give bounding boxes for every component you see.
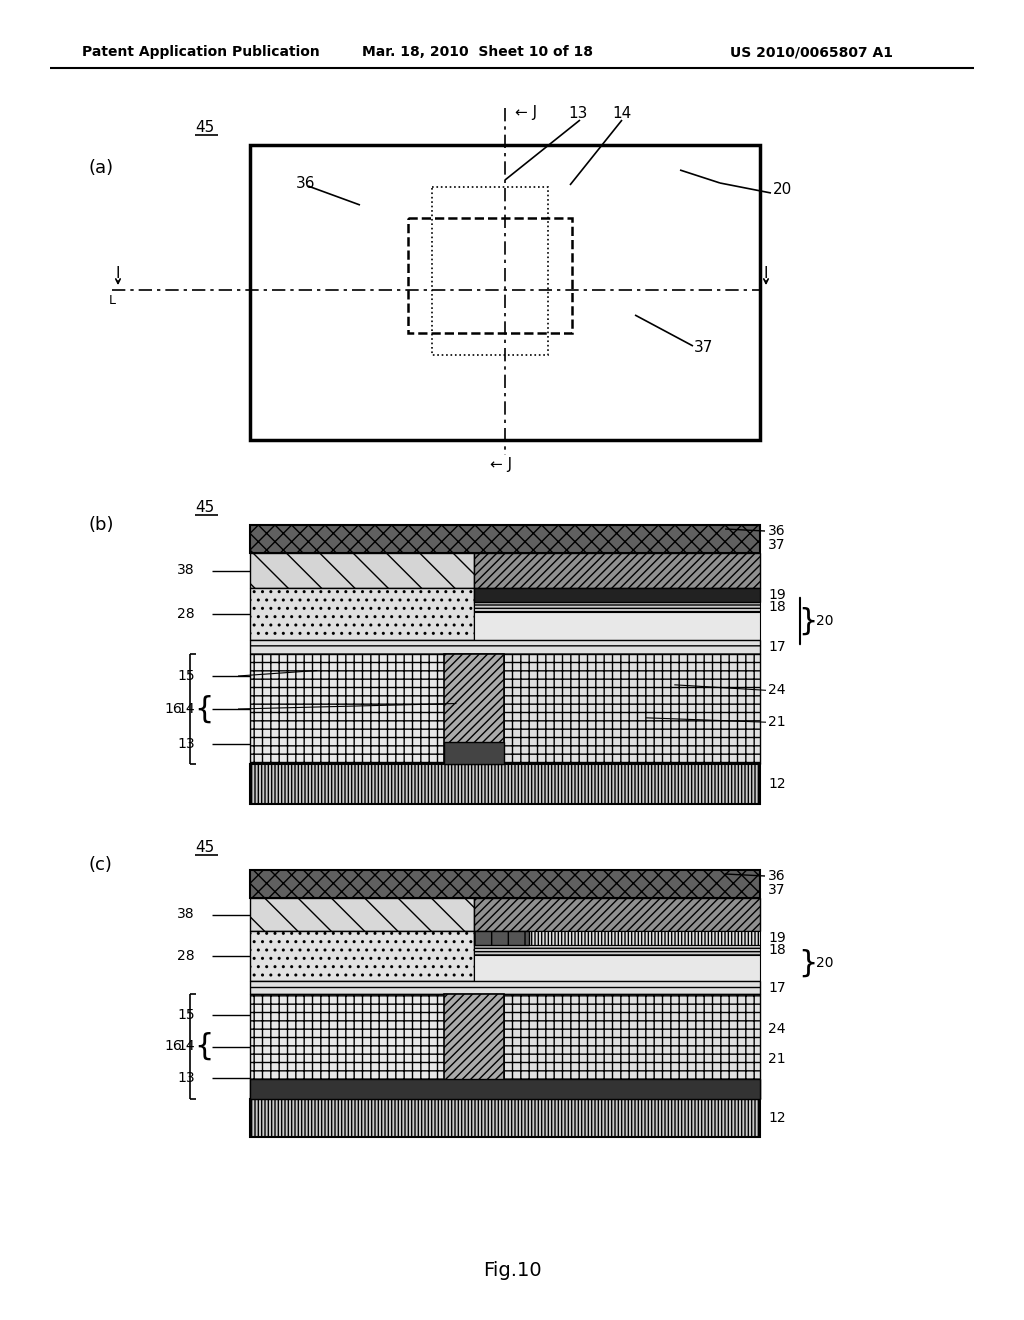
Text: 38: 38 bbox=[177, 908, 195, 921]
Text: 15: 15 bbox=[177, 1008, 195, 1022]
Text: 18: 18 bbox=[768, 942, 785, 957]
Bar bbox=[250, 1078, 760, 1100]
Text: 15: 15 bbox=[177, 669, 195, 682]
Text: 28: 28 bbox=[177, 607, 195, 620]
Text: 17: 17 bbox=[768, 640, 785, 653]
Text: 24: 24 bbox=[768, 1022, 785, 1036]
Text: 45: 45 bbox=[195, 841, 214, 855]
Bar bbox=[474, 612, 760, 640]
Bar bbox=[474, 602, 760, 612]
Bar bbox=[250, 587, 474, 640]
Bar bbox=[250, 994, 474, 1100]
Text: 36: 36 bbox=[768, 869, 785, 883]
Text: 19: 19 bbox=[768, 931, 785, 945]
Bar bbox=[444, 742, 505, 764]
Bar bbox=[474, 931, 529, 945]
Text: {: { bbox=[194, 694, 213, 723]
Text: 38: 38 bbox=[177, 564, 195, 578]
Text: }: } bbox=[798, 606, 817, 635]
Text: 20: 20 bbox=[773, 182, 793, 198]
Text: 13: 13 bbox=[177, 1071, 195, 1085]
Text: 36: 36 bbox=[768, 524, 785, 539]
Text: {: { bbox=[194, 1032, 213, 1061]
Bar bbox=[529, 931, 760, 945]
Bar bbox=[250, 870, 760, 898]
Bar bbox=[474, 954, 760, 981]
Text: 45: 45 bbox=[195, 120, 214, 136]
Text: 20: 20 bbox=[816, 956, 834, 970]
Text: 13: 13 bbox=[568, 106, 588, 120]
Text: Mar. 18, 2010  Sheet 10 of 18: Mar. 18, 2010 Sheet 10 of 18 bbox=[362, 45, 593, 59]
Bar bbox=[408, 218, 572, 333]
Text: L: L bbox=[109, 293, 116, 306]
Text: 28: 28 bbox=[177, 949, 195, 964]
Text: 20: 20 bbox=[816, 614, 834, 628]
Bar bbox=[444, 653, 505, 764]
Text: (c): (c) bbox=[88, 855, 112, 874]
Text: Patent Application Publication: Patent Application Publication bbox=[82, 45, 319, 59]
Bar bbox=[250, 145, 760, 440]
Text: 14: 14 bbox=[612, 106, 631, 120]
Text: 14: 14 bbox=[177, 702, 195, 715]
Bar bbox=[250, 1100, 760, 1137]
Text: 37: 37 bbox=[694, 341, 714, 355]
Bar bbox=[250, 525, 760, 553]
Text: (a): (a) bbox=[88, 158, 113, 177]
Bar bbox=[474, 553, 760, 587]
Bar bbox=[250, 981, 760, 994]
Bar bbox=[474, 653, 760, 764]
Text: 21: 21 bbox=[768, 1052, 785, 1067]
Text: ← J: ← J bbox=[515, 106, 538, 120]
Bar bbox=[474, 994, 760, 1100]
Text: 12: 12 bbox=[768, 1111, 785, 1125]
Text: 16: 16 bbox=[164, 1040, 182, 1053]
Text: US 2010/0065807 A1: US 2010/0065807 A1 bbox=[730, 45, 893, 59]
Text: 19: 19 bbox=[768, 587, 785, 602]
Bar bbox=[250, 640, 760, 653]
Bar bbox=[474, 898, 760, 931]
Bar bbox=[432, 187, 548, 355]
Text: 12: 12 bbox=[768, 777, 785, 791]
Text: I: I bbox=[764, 267, 768, 281]
Bar bbox=[250, 553, 474, 587]
Text: Fig.10: Fig.10 bbox=[482, 1261, 542, 1279]
Text: 24: 24 bbox=[768, 684, 785, 697]
Text: 18: 18 bbox=[768, 601, 785, 614]
Text: 21: 21 bbox=[768, 715, 785, 729]
Text: 13: 13 bbox=[177, 737, 195, 751]
Text: }: } bbox=[798, 948, 817, 977]
Text: 36: 36 bbox=[296, 176, 315, 190]
Bar bbox=[444, 994, 505, 1100]
Text: 45: 45 bbox=[195, 500, 214, 516]
Text: 16: 16 bbox=[164, 702, 182, 715]
Text: 17: 17 bbox=[768, 981, 785, 994]
Text: I: I bbox=[116, 267, 120, 281]
Bar bbox=[250, 898, 474, 931]
Bar bbox=[474, 587, 760, 602]
Bar bbox=[474, 945, 760, 954]
Text: (b): (b) bbox=[88, 516, 114, 535]
Bar bbox=[250, 653, 474, 764]
Bar bbox=[250, 931, 474, 981]
Bar bbox=[250, 764, 760, 804]
Text: 37: 37 bbox=[768, 539, 785, 552]
Text: ← J: ← J bbox=[490, 458, 512, 473]
Text: 37: 37 bbox=[768, 883, 785, 898]
Text: 14: 14 bbox=[177, 1040, 195, 1053]
